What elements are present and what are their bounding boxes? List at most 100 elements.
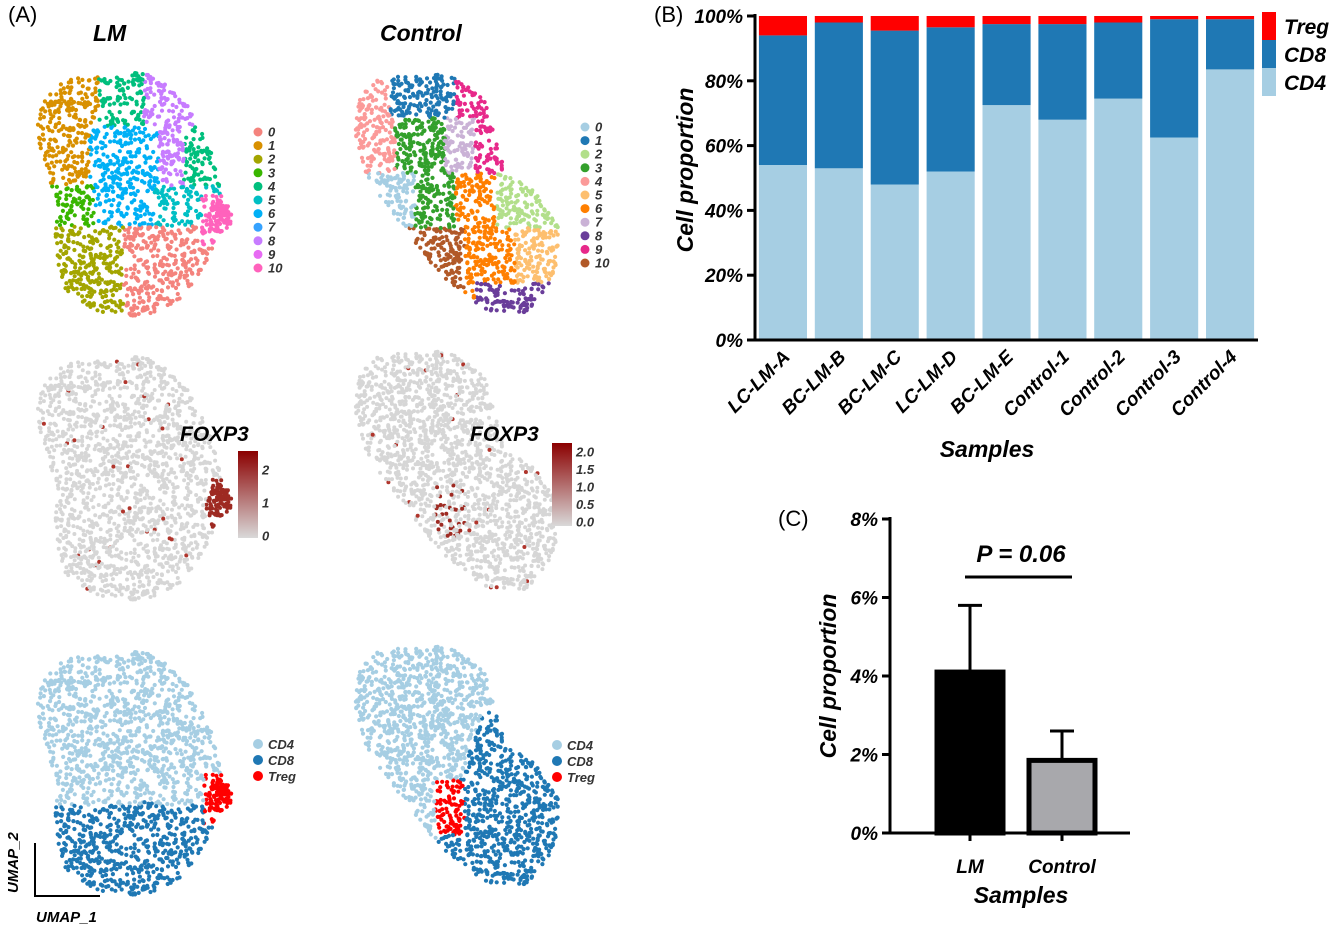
cluster-legend-swatch <box>580 136 590 146</box>
x-tick-label: LM <box>956 857 985 878</box>
umap-y-label: UMAP_2 <box>5 831 22 893</box>
celltype-legend-swatch <box>253 739 263 749</box>
umap-lm-foxp3 <box>36 355 234 602</box>
cluster-legend-swatch <box>253 127 263 137</box>
y-tick-label: 0% <box>851 824 879 845</box>
cluster-legend-swatch <box>580 204 590 214</box>
cluster-legend-label: 5 <box>268 193 276 208</box>
scale-tick-label: 0.0 <box>576 515 595 530</box>
bar-segment-cd4 <box>1094 98 1143 340</box>
bar-segment-cd4 <box>758 165 807 340</box>
bar-segment-cd4 <box>814 168 863 340</box>
x-tick-label: Control <box>1028 857 1096 878</box>
lm-foxp3-scale-ticks: 2 1 0 <box>261 463 270 544</box>
cluster-legend-label: 3 <box>268 165 276 180</box>
y-tick-label: 8% <box>851 510 879 531</box>
stacked-bar-chart: LC-LM-ABC-LM-BBC-LM-CLC-LM-DBC-LM-EContr… <box>694 7 1258 421</box>
bar-control <box>1026 757 1098 836</box>
bar-segment-treg <box>926 16 975 28</box>
celltype-legend-swatch <box>253 755 263 765</box>
celltype-legend-label: CD8 <box>268 753 295 768</box>
scale-tick-label: 2 <box>261 463 270 478</box>
legend-swatch-cd4 <box>1262 68 1276 96</box>
celltype-legend-label: CD4 <box>567 738 594 753</box>
celltype-legend-swatch <box>253 771 263 781</box>
lm-foxp3-label: FOXP3 <box>180 423 249 446</box>
celltype-legend-swatch <box>552 756 562 766</box>
cluster-legend-label: 1 <box>268 138 275 153</box>
celltype-legend-swatch <box>552 772 562 782</box>
legend-label-cd4: CD4 <box>1284 72 1326 95</box>
lm-title: LM <box>93 20 127 46</box>
bar-segment-treg <box>758 16 807 36</box>
bar-segment-cd4 <box>982 105 1031 340</box>
bar-segment-cd8 <box>926 27 975 172</box>
bar-segment-treg <box>814 16 863 23</box>
bar-segment-cd8 <box>814 22 863 169</box>
cluster-legend-label: 6 <box>268 206 276 221</box>
cluster-legend-label: 5 <box>595 188 603 203</box>
bar-segment-treg <box>1206 16 1255 20</box>
y-tick-label: 80% <box>705 72 743 93</box>
cluster-legend-swatch <box>253 249 263 259</box>
control-title: Control <box>380 20 462 46</box>
legend-label-treg: Treg <box>1284 16 1329 39</box>
cluster-legend-label: 0 <box>595 120 603 135</box>
cluster-legend-swatch <box>580 190 590 200</box>
cluster-legend-swatch <box>253 209 263 219</box>
y-tick-label: 20% <box>704 266 743 287</box>
bar-segment-cd8 <box>1094 22 1143 99</box>
umap-lm-clusters <box>35 71 234 318</box>
cluster-legend-label: 10 <box>595 256 610 271</box>
cluster-legend-swatch <box>253 168 263 178</box>
bar-segment-treg <box>982 16 1031 25</box>
celltype-legend-label: Treg <box>268 769 296 784</box>
cluster-legend-label: 7 <box>595 215 603 230</box>
y-tick-label: 0% <box>716 331 744 352</box>
scale-tick-label: 0.5 <box>576 497 595 512</box>
celltype-legend-label: CD4 <box>268 737 295 752</box>
cluster-legend-swatch <box>253 222 263 232</box>
bar-segment-cd4 <box>870 184 919 340</box>
bar-segment-treg <box>1038 16 1087 25</box>
panel-label-a: (A) <box>8 2 37 27</box>
cluster-legend-label: 7 <box>268 220 276 235</box>
cluster-legend-label: 2 <box>267 152 276 167</box>
cluster-legend-label: 1 <box>595 133 602 148</box>
cluster-legend-swatch <box>580 258 590 268</box>
bar-segment-cd8 <box>982 24 1031 106</box>
cluster-legend-label: 6 <box>595 201 603 216</box>
legend-swatch-cd8 <box>1262 40 1276 68</box>
umap-lm-celltypes <box>35 650 234 897</box>
y-tick-label: 4% <box>850 667 879 688</box>
bar-segment-treg <box>870 16 919 31</box>
p-value-annotation: P = 0.06 <box>976 541 1066 568</box>
bar-segment-treg <box>1094 16 1143 23</box>
y-tick-label: 6% <box>851 589 879 610</box>
bar-lm <box>934 669 1006 836</box>
y-tick-label: 100% <box>694 7 743 28</box>
cluster-legend-swatch <box>580 149 590 159</box>
bar-segment-treg <box>1150 16 1199 20</box>
cluster-legend-label: 9 <box>595 242 603 257</box>
lm-foxp3-colorbar <box>238 451 258 538</box>
cluster-legend-swatch <box>253 181 263 191</box>
chart-b-xlabel: Samples <box>940 436 1035 462</box>
chart-c-ylabel: Cell proportion <box>815 594 841 759</box>
error-bar-chart: LM Control 0% 2% 4% 6% 8% <box>850 510 1130 878</box>
scale-tick-label: 1 <box>262 496 269 511</box>
y-tick-label: 2% <box>850 746 879 767</box>
cluster-legend-label: 4 <box>594 174 603 189</box>
umap-control-clusters <box>353 72 560 315</box>
cluster-legend-swatch <box>253 141 263 151</box>
scale-tick-label: 1.5 <box>576 462 595 477</box>
cluster-legend-swatch <box>580 122 590 132</box>
cluster-legend-label: 2 <box>594 147 603 162</box>
legend-swatch-treg <box>1262 12 1276 40</box>
bar-segment-cd4 <box>1038 119 1087 340</box>
